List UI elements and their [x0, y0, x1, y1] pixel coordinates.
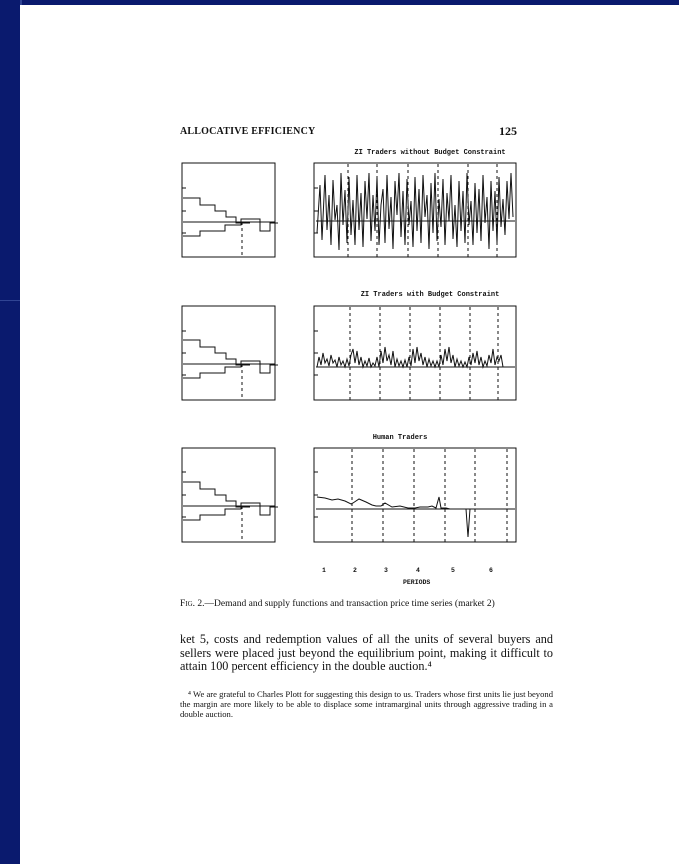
period-tick-4: 4: [416, 567, 420, 574]
period-tick-2: 2: [353, 567, 357, 574]
supply-demand-plot-2: [181, 305, 278, 401]
price-series-plot-2: [313, 305, 517, 401]
price-series-plot-3: [313, 447, 517, 543]
supply-demand-plot-1: [181, 162, 278, 258]
panel-title-zi-budget: ZI Traders with Budget Constraint: [360, 291, 500, 299]
panel-title-human: Human Traders: [372, 434, 428, 442]
zi-no-budget-price-series: [316, 172, 514, 251]
zi-budget-price-series: [316, 346, 504, 369]
human-price-series: [316, 496, 508, 538]
background-streak: [0, 300, 20, 301]
period-tick-3: 3: [384, 567, 388, 574]
price-series-plot-1: [313, 162, 517, 258]
period-tick-6: 6: [489, 567, 493, 574]
figure-caption: Fig. 2.—Demand and supply functions and …: [180, 599, 495, 609]
period-tick-5: 5: [451, 567, 455, 574]
period-tick-1: 1: [322, 567, 326, 574]
x-axis-label: PERIODS: [403, 579, 431, 586]
figure-2: [181, 162, 517, 543]
page-number: 125: [499, 124, 517, 138]
footnote: ⁴ We are grateful to Charles Plott for s…: [180, 689, 553, 719]
body-paragraph: ket 5, costs and redemption values of al…: [180, 632, 553, 674]
panel-title-zi-no-budget: ZI Traders without Budget Constraint: [354, 149, 506, 157]
figure-label: Fig. 2.: [180, 599, 205, 609]
scanned-page: ALLOCATIVE EFFICIENCY 125 ZI Traders wit…: [20, 5, 679, 864]
running-head: ALLOCATIVE EFFICIENCY: [180, 126, 316, 137]
supply-demand-plot-3: [181, 447, 278, 543]
caption-text: —Demand and supply functions and transac…: [204, 599, 495, 609]
